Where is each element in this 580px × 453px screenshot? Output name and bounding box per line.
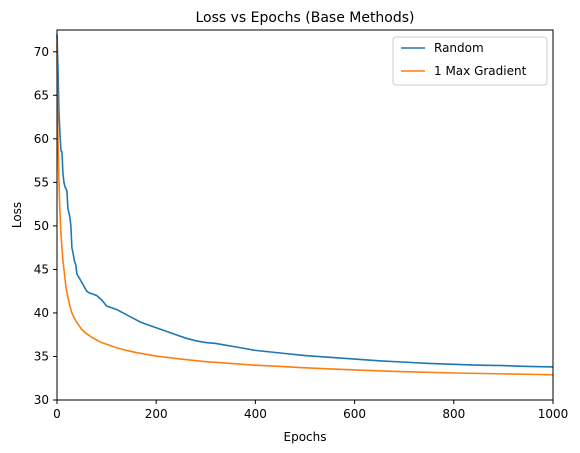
y-tick-label: 30 [34,393,49,407]
y-axis-label: Loss [10,202,24,228]
x-tick-label: 600 [343,407,366,421]
x-tick-label: 200 [145,407,168,421]
legend: Random 1 Max Gradient [392,36,548,86]
legend-label-random: Random [434,41,484,55]
x-axis-label: Epochs [284,430,327,444]
y-tick-label: 60 [34,132,49,146]
x-axis: 0 200 400 600 800 1000 [53,400,568,421]
plot-lines [56,34,554,376]
y-tick-label: 45 [34,262,49,276]
y-tick-label: 35 [34,349,49,363]
y-tick-label: 55 [34,175,49,189]
legend-label-max-gradient: 1 Max Gradient [434,64,527,78]
y-tick-label: 65 [34,88,49,102]
x-tick-label: 800 [442,407,465,421]
y-tick-label: 50 [34,219,49,233]
y-tick-label: 40 [34,306,49,320]
x-tick-label: 400 [244,407,267,421]
y-axis: 30 35 40 45 50 55 60 65 70 [34,45,57,407]
series-line-1 [56,43,554,376]
series-line-0 [56,34,554,368]
y-tick-label: 70 [34,45,49,59]
axes-frame [56,29,554,401]
legend-box [392,36,548,86]
x-tick-label: 0 [53,407,61,421]
chart-title: Loss vs Epochs (Base Methods) [195,10,414,26]
x-tick-label: 1000 [538,407,569,421]
